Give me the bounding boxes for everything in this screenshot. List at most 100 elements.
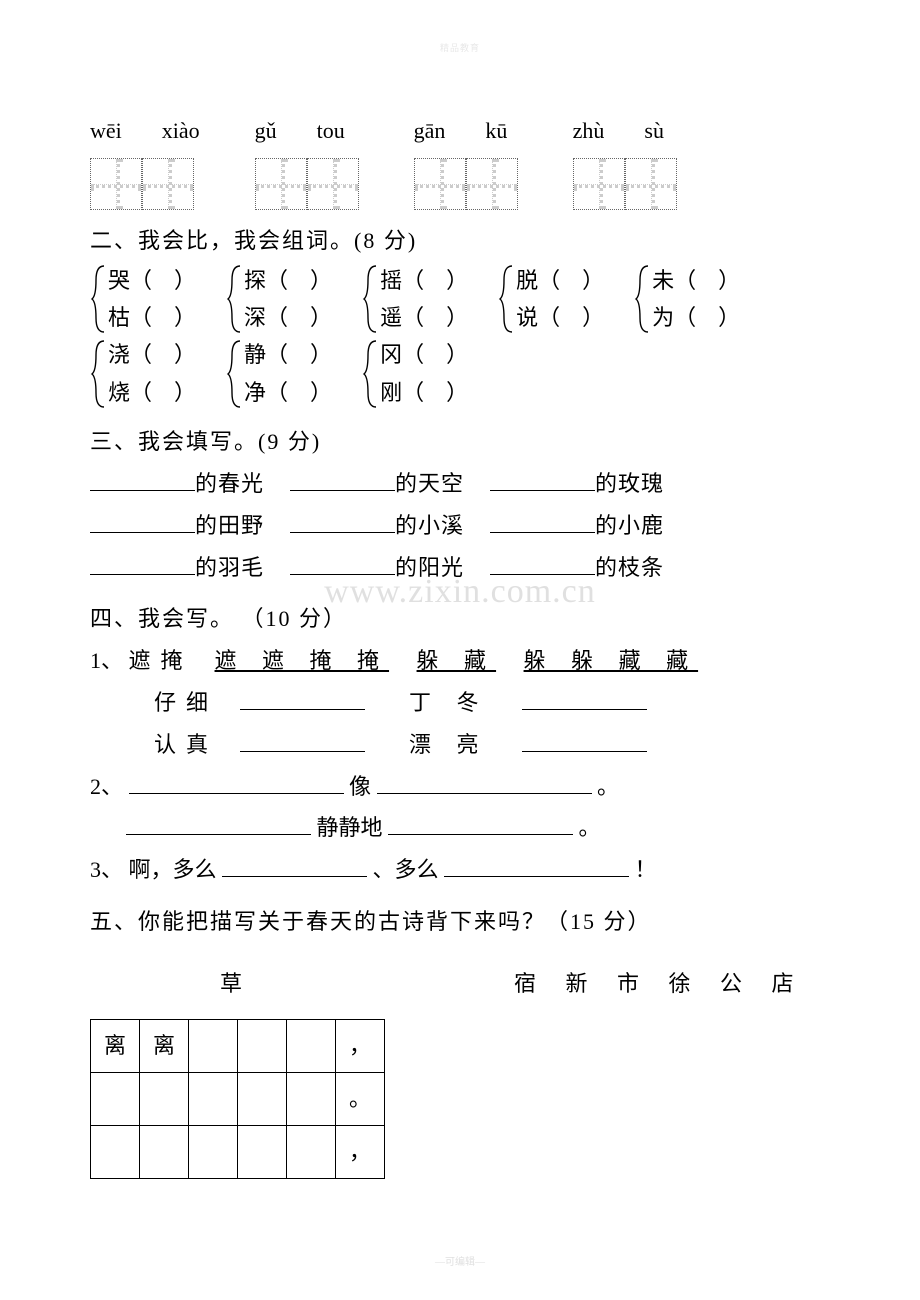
brace-item: 深（ ） bbox=[244, 299, 332, 336]
char-box bbox=[255, 158, 307, 210]
brace-item: 哭（ ） bbox=[108, 262, 196, 299]
box-pair bbox=[414, 158, 518, 210]
brace-group: 脱（ ） 说（ ） bbox=[498, 262, 604, 337]
brace-item: 刚（ ） bbox=[380, 374, 468, 411]
blank bbox=[388, 812, 573, 835]
brace-icon bbox=[226, 339, 244, 409]
blank bbox=[129, 771, 344, 794]
fill-item: 的小溪 bbox=[290, 513, 490, 538]
brace-icon bbox=[90, 339, 108, 409]
brace-icon bbox=[226, 264, 244, 334]
sec4-line2: 2、 像 。 bbox=[90, 766, 830, 808]
watermark-center: www.zixin.com.cn bbox=[324, 560, 596, 625]
fill-item: 的春光 bbox=[90, 471, 290, 496]
pinyin-group: zhù sù bbox=[573, 110, 677, 210]
blank bbox=[290, 468, 395, 491]
grid-cell bbox=[189, 1125, 238, 1178]
brace-group: 摇（ ） 遥（ ） bbox=[362, 262, 468, 337]
grid-cell bbox=[189, 1072, 238, 1125]
punct: 。 bbox=[597, 774, 619, 799]
brace-icon bbox=[90, 264, 108, 334]
fill-text: 的枝条 bbox=[595, 555, 664, 580]
fill-text: 的春光 bbox=[195, 471, 264, 496]
word-b: 丁 冬 bbox=[409, 690, 489, 715]
brace-group: 静（ ） 净（ ） bbox=[226, 336, 332, 411]
grid-cell bbox=[140, 1072, 189, 1125]
brace-item: 摇（ ） bbox=[380, 262, 468, 299]
pinyin-group: gān kū bbox=[414, 110, 518, 210]
box-pair bbox=[90, 158, 194, 210]
brace-item: 未（ ） bbox=[652, 262, 740, 299]
section-2-title: 二、我会比，我会组词。(8 分) bbox=[90, 220, 830, 262]
box-pair bbox=[573, 158, 677, 210]
brace-group: 哭（ ） 枯（ ） bbox=[90, 262, 196, 337]
blank bbox=[240, 729, 365, 752]
watermark-bottom: —可编辑— bbox=[435, 1253, 485, 1272]
brace-item: 浇（ ） bbox=[108, 336, 196, 373]
blank bbox=[444, 854, 629, 877]
blank bbox=[490, 510, 595, 533]
poem-grid: 离离，。， bbox=[90, 1019, 385, 1179]
sec4-row3: 认真 漂 亮 bbox=[90, 724, 830, 766]
pinyin-a: gān bbox=[414, 110, 446, 152]
item-no: 3、 bbox=[90, 857, 123, 882]
char-box bbox=[307, 158, 359, 210]
pinyin-pair: gān kū bbox=[414, 110, 508, 152]
brace-group: 浇（ ） 烧（ ） bbox=[90, 336, 196, 411]
blank bbox=[377, 771, 592, 794]
brace-group: 冈（ ） 刚（ ） bbox=[362, 336, 468, 411]
grid-cell: 。 bbox=[336, 1072, 385, 1125]
pinyin-pair: zhù sù bbox=[573, 110, 664, 152]
grid-cell bbox=[91, 1072, 140, 1125]
blank bbox=[90, 468, 195, 491]
word-b: 漂 亮 bbox=[409, 732, 489, 757]
grid-cell bbox=[238, 1072, 287, 1125]
brace-item: 枯（ ） bbox=[108, 299, 196, 336]
fill-row: 的春光 的天空 的玫瑰 bbox=[90, 463, 830, 505]
brace-icon bbox=[362, 339, 380, 409]
fill-item: 的羽毛 bbox=[90, 555, 290, 580]
fill-item: 的田野 bbox=[90, 513, 290, 538]
blank bbox=[522, 729, 647, 752]
sec4-line3: 3、 啊，多么 、多么 ！ bbox=[90, 849, 830, 891]
pinyin-b: sù bbox=[644, 110, 664, 152]
sec4-row2: 仔细 丁 冬 bbox=[90, 682, 830, 724]
char-box bbox=[414, 158, 466, 210]
grid-cell: 离 bbox=[140, 1019, 189, 1072]
brace-group: 未（ ） 为（ ） bbox=[634, 262, 740, 337]
section-3-title: 三、我会填写。(9 分) bbox=[90, 421, 830, 463]
word-a: 认真 bbox=[154, 732, 218, 757]
watermark-top: 精品教育 bbox=[440, 40, 480, 57]
brace-icon bbox=[498, 264, 516, 334]
poem-b-title: 宿 新 市 徐 公 店 bbox=[514, 963, 806, 1005]
brace-item: 脱（ ） bbox=[516, 262, 604, 299]
pinyin-b: tou bbox=[317, 110, 345, 152]
fill-text: 的小溪 bbox=[395, 513, 464, 538]
brace-item: 净（ ） bbox=[244, 374, 332, 411]
grid-cell bbox=[287, 1125, 336, 1178]
grid-cell bbox=[287, 1072, 336, 1125]
sec4-line2b: 静静地 。 bbox=[90, 807, 830, 849]
pinyin-a: zhù bbox=[573, 110, 605, 152]
blank bbox=[490, 468, 595, 491]
grid-cell: ， bbox=[336, 1019, 385, 1072]
brace-item: 探（ ） bbox=[244, 262, 332, 299]
grid-cell bbox=[189, 1019, 238, 1072]
pinyin-b: kū bbox=[485, 110, 507, 152]
pinyin-a: gǔ bbox=[255, 110, 277, 152]
blank bbox=[240, 687, 365, 710]
poem-a-title: 草 bbox=[220, 963, 254, 1005]
punct: ！ bbox=[635, 857, 657, 882]
section-5-title: 五、你能把描写关于春天的古诗背下来吗？（15 分） bbox=[90, 901, 830, 943]
char-box bbox=[90, 158, 142, 210]
word-a: 遮掩 bbox=[129, 648, 193, 673]
fill-item: 的天空 bbox=[290, 471, 490, 496]
char-box bbox=[466, 158, 518, 210]
brace-icon bbox=[634, 264, 652, 334]
text-b: 、多么 bbox=[373, 857, 439, 882]
word-b: 躲 藏 bbox=[417, 648, 497, 673]
box-pair bbox=[255, 158, 359, 210]
grid-cell bbox=[91, 1125, 140, 1178]
blank bbox=[290, 510, 395, 533]
grid-cell: ， bbox=[336, 1125, 385, 1178]
